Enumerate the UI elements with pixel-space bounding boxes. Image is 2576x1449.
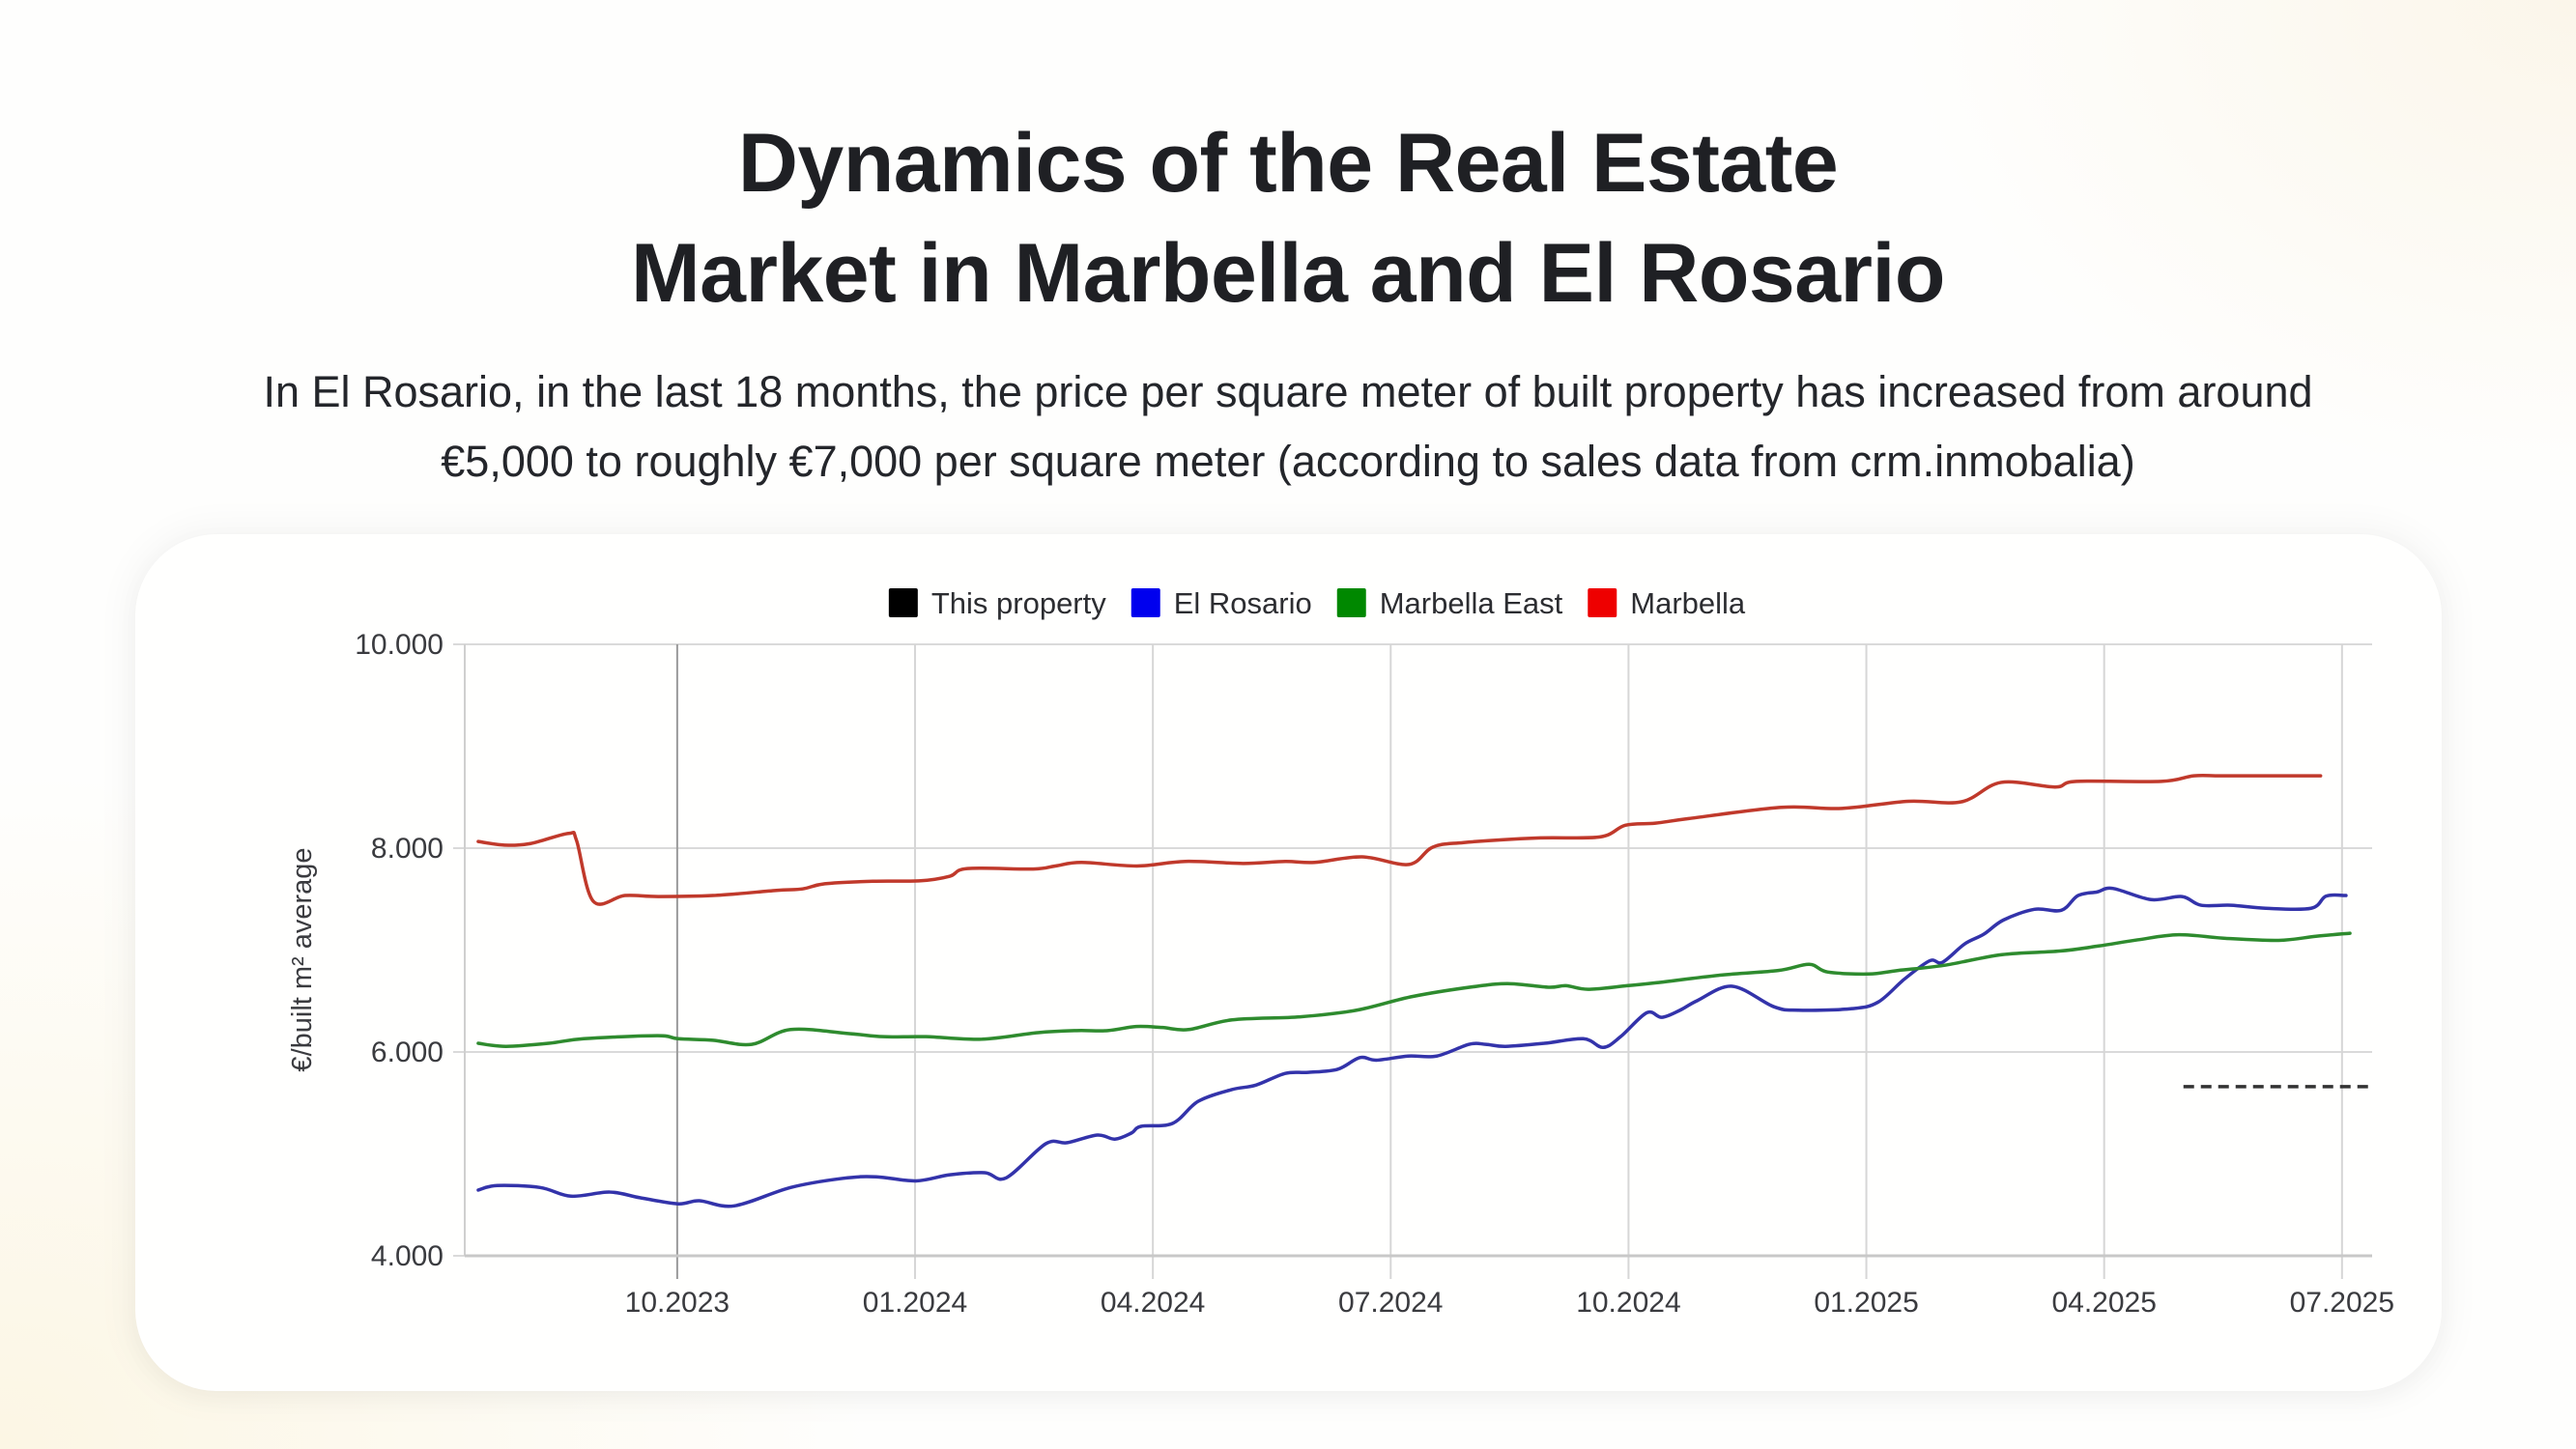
x-tick-label: 07.2024 [1338, 1287, 1443, 1319]
series-line-marbella-east [476, 931, 2352, 1048]
chart-card [135, 534, 2442, 1391]
y-axis-title: €/built m² average [287, 847, 318, 1071]
x-tick-label: 01.2024 [863, 1287, 967, 1319]
x-tick-label: 04.2025 [2051, 1287, 2156, 1319]
legend-item-marbella-east[interactable]: Marbella East [1336, 586, 1563, 620]
x-tick-label: 07.2025 [2290, 1287, 2394, 1319]
legend-item-marbella[interactable]: Marbella [1588, 586, 1746, 620]
legend: This property El Rosario Marbella East Marb… [888, 586, 1746, 620]
page-subtitle: In El Rosario, in the last 18 months, th… [0, 357, 2576, 497]
subtitle-line-1: In El Rosario, in the last 18 months, th… [263, 367, 2313, 416]
title-line-2: Market in Marbella and El Rosario [631, 227, 1945, 320]
y-tick-label: 6.000 [371, 1037, 444, 1068]
axes: 4.000 6.000 8.000 10.000 10.2023 01.2024 04.20… [355, 629, 2394, 1319]
legend-label-marbella: Marbella [1630, 586, 1746, 620]
series-line-el-rosario [476, 886, 2348, 1208]
gridlines [453, 643, 2372, 1279]
legend-label-el-rosario: El Rosario [1174, 586, 1312, 620]
series-line-marbella [476, 773, 2323, 906]
x-tick-label: 10.2024 [1576, 1287, 1680, 1319]
legend-swatch-marbella [1588, 588, 1617, 617]
legend-swatch-this-property [888, 588, 918, 617]
y-tick-label: 4.000 [371, 1240, 444, 1272]
series-lines [476, 773, 2371, 1208]
x-tick-label: 10.2023 [625, 1287, 730, 1319]
title-line-1: Dynamics of the Real Estate [737, 117, 1839, 210]
legend-label-marbella-east: Marbella East [1380, 586, 1563, 620]
x-tick-label: 04.2024 [1101, 1287, 1205, 1319]
legend-swatch-marbella-east [1336, 588, 1366, 617]
legend-label-this-property: This property [931, 586, 1106, 620]
page-title: Dynamics of the Real Estate Market in Ma… [0, 108, 2576, 328]
legend-item-el-rosario[interactable]: El Rosario [1131, 586, 1312, 620]
subtitle-line-2: €5,000 to roughly €7,000 per square mete… [441, 437, 2135, 486]
y-tick-label: 8.000 [371, 833, 444, 865]
legend-item-this-property[interactable]: This property [888, 586, 1106, 620]
x-tick-label: 01.2025 [1814, 1287, 1918, 1319]
legend-swatch-el-rosario [1131, 588, 1160, 617]
y-tick-label: 10.000 [355, 629, 444, 661]
